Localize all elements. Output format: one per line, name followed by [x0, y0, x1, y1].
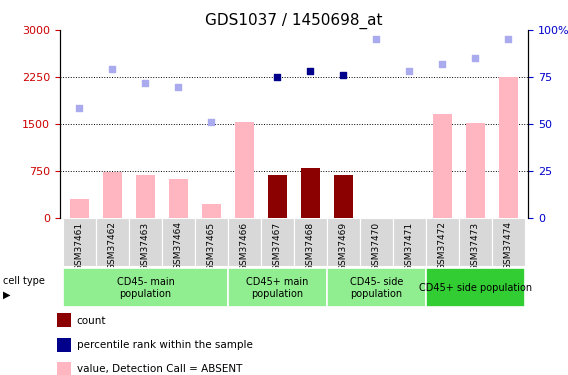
Bar — [466, 123, 485, 218]
Text: GSM37467: GSM37467 — [273, 221, 282, 270]
Text: GSM37471: GSM37471 — [405, 221, 414, 270]
Point — [438, 61, 447, 67]
Point — [339, 72, 348, 78]
Title: GDS1037 / 1450698_at: GDS1037 / 1450698_at — [205, 12, 383, 28]
Text: GSM37461: GSM37461 — [75, 221, 84, 270]
Point — [75, 105, 84, 111]
Bar — [426, 217, 459, 266]
Bar — [492, 217, 525, 266]
Point — [141, 80, 150, 86]
Bar — [360, 217, 393, 266]
Point — [405, 68, 414, 74]
Bar — [169, 179, 187, 218]
Bar — [393, 217, 426, 266]
Bar — [499, 77, 517, 218]
Text: CD45- main
population: CD45- main population — [116, 277, 174, 298]
Text: GSM37472: GSM37472 — [438, 221, 447, 270]
Text: GSM37463: GSM37463 — [141, 221, 150, 270]
Text: value, Detection Call = ABSENT: value, Detection Call = ABSENT — [77, 364, 242, 374]
Text: ▶: ▶ — [3, 289, 10, 299]
Bar — [202, 204, 220, 218]
Text: CD45+ main
population: CD45+ main population — [247, 277, 308, 298]
Text: CD45+ side population: CD45+ side population — [419, 283, 532, 293]
Text: cell type: cell type — [3, 276, 45, 286]
Bar — [302, 168, 320, 217]
Text: GSM37464: GSM37464 — [174, 221, 183, 270]
Bar — [261, 217, 294, 266]
Bar — [335, 175, 353, 217]
Bar — [228, 268, 327, 307]
Text: GSM37473: GSM37473 — [471, 221, 480, 270]
Bar — [195, 217, 228, 266]
Point — [207, 119, 216, 125]
Bar — [327, 217, 360, 266]
Text: CD45- side
population: CD45- side population — [350, 277, 403, 298]
Bar — [162, 217, 195, 266]
Point — [273, 74, 282, 80]
Point — [372, 36, 381, 42]
Bar — [235, 122, 253, 218]
Bar — [327, 268, 426, 307]
Bar — [228, 217, 261, 266]
Text: GSM37465: GSM37465 — [207, 221, 216, 270]
Text: GSM37466: GSM37466 — [240, 221, 249, 270]
Bar — [268, 175, 286, 217]
Bar — [136, 175, 154, 217]
Bar — [63, 268, 228, 307]
Bar — [129, 217, 162, 266]
Bar — [63, 217, 96, 266]
Text: GSM37468: GSM37468 — [306, 221, 315, 270]
Bar — [426, 268, 525, 307]
Text: GSM37470: GSM37470 — [372, 221, 381, 270]
Bar — [459, 217, 492, 266]
Bar — [96, 217, 129, 266]
Text: GSM37474: GSM37474 — [504, 221, 513, 270]
Text: count: count — [77, 316, 106, 326]
Point — [471, 55, 480, 61]
Text: percentile rank within the sample: percentile rank within the sample — [77, 340, 253, 350]
Text: GSM37462: GSM37462 — [108, 221, 117, 270]
Bar — [433, 114, 452, 218]
Bar — [103, 172, 122, 217]
Bar — [294, 217, 327, 266]
Point — [504, 36, 513, 42]
Point — [306, 68, 315, 74]
Point — [108, 66, 117, 72]
Text: GSM37469: GSM37469 — [339, 221, 348, 270]
Point — [174, 84, 183, 90]
Bar — [70, 199, 89, 217]
